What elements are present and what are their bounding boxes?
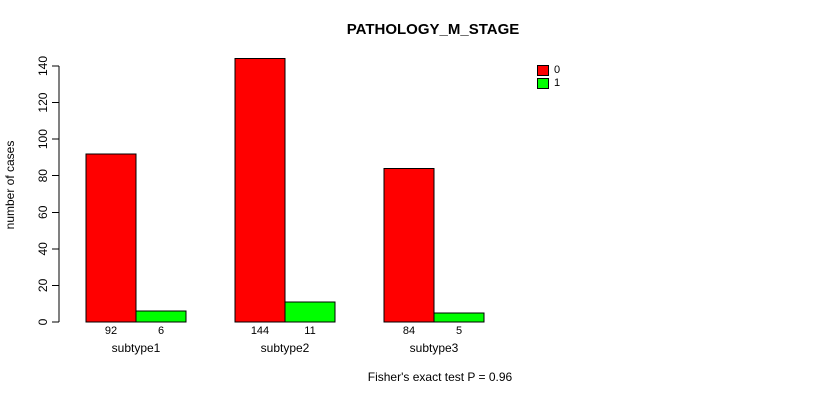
legend-label: 1 [554,77,561,89]
bar-subtype2-group-0 [234,58,286,323]
stat-annotation: Fisher's exact test P = 0.96 [368,370,513,384]
y-tick-label: 0 [36,318,50,325]
category-label-subtype3: subtype3 [410,341,459,355]
chart-title: PATHOLOGY_M_STAGE [347,21,520,38]
y-tick-label: 40 [36,242,50,256]
legend-swatch-icon [537,78,549,89]
category-label-subtype2: subtype2 [261,341,310,355]
legend-swatch-icon [537,65,549,76]
bar-subtype3-group-0 [383,167,435,323]
legend-entry-1: 1 [537,78,560,89]
y-tick-label: 60 [36,205,50,219]
bar-value-label: 92 [105,325,117,337]
legend-label: 0 [554,64,561,76]
axis-labels-group: 92 6 subtype1 144 11 subtype2 84 5 subtype3 [105,325,462,355]
bar-subtype1-group-1 [135,310,187,323]
y-tick-label: 140 [36,56,50,76]
y-axis: 0 20 40 60 80 100 120 140 [36,56,60,325]
bar-value-label: 5 [456,325,462,337]
y-tick-label: 20 [36,278,50,292]
bar-subtype1-group-0 [85,153,137,323]
bar-value-label: 6 [158,325,164,337]
y-tick-label: 120 [36,92,50,112]
bar-value-label: 144 [251,325,269,337]
y-axis-title: number of cases [3,141,17,230]
bar-subtype2-group-1 [284,301,336,323]
bar-value-label: 11 [304,325,315,337]
category-label-subtype1: subtype1 [112,341,161,355]
y-tick-label: 100 [36,129,50,149]
legend-entry-0: 0 [537,65,560,76]
bar-subtype3-group-1 [433,312,485,323]
y-tick-label: 80 [36,169,50,183]
bars-group [85,58,485,323]
bar-value-label: 84 [403,325,415,337]
